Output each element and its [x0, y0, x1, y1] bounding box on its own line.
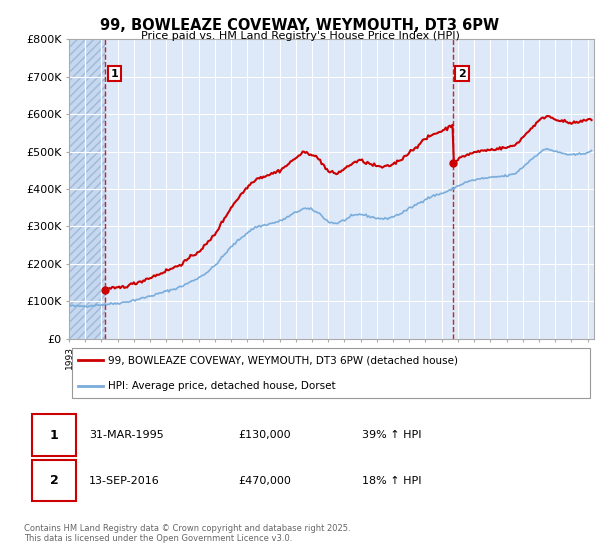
Text: 2: 2	[50, 474, 58, 487]
Text: 99, BOWLEAZE COVEWAY, WEYMOUTH, DT3 6PW: 99, BOWLEAZE COVEWAY, WEYMOUTH, DT3 6PW	[100, 18, 500, 33]
Text: £470,000: £470,000	[238, 475, 291, 486]
Bar	[69, 39, 106, 339]
FancyBboxPatch shape	[32, 414, 76, 456]
Text: HPI: Average price, detached house, Dorset: HPI: Average price, detached house, Dors…	[109, 381, 336, 390]
Text: 18% ↑ HPI: 18% ↑ HPI	[362, 475, 422, 486]
Text: Contains HM Land Registry data © Crown copyright and database right 2025.
This d: Contains HM Land Registry data © Crown c…	[24, 524, 350, 543]
FancyBboxPatch shape	[32, 460, 76, 501]
Text: 31-MAR-1995: 31-MAR-1995	[89, 430, 164, 440]
Text: £130,000: £130,000	[238, 430, 291, 440]
FancyBboxPatch shape	[71, 348, 590, 398]
Text: 1: 1	[110, 69, 118, 78]
Text: 2: 2	[458, 69, 466, 78]
Text: 1: 1	[50, 428, 58, 441]
Text: 39% ↑ HPI: 39% ↑ HPI	[362, 430, 422, 440]
Text: Price paid vs. HM Land Registry's House Price Index (HPI): Price paid vs. HM Land Registry's House …	[140, 31, 460, 41]
Text: 99, BOWLEAZE COVEWAY, WEYMOUTH, DT3 6PW (detached house): 99, BOWLEAZE COVEWAY, WEYMOUTH, DT3 6PW …	[109, 356, 458, 365]
Text: 13-SEP-2016: 13-SEP-2016	[89, 475, 160, 486]
